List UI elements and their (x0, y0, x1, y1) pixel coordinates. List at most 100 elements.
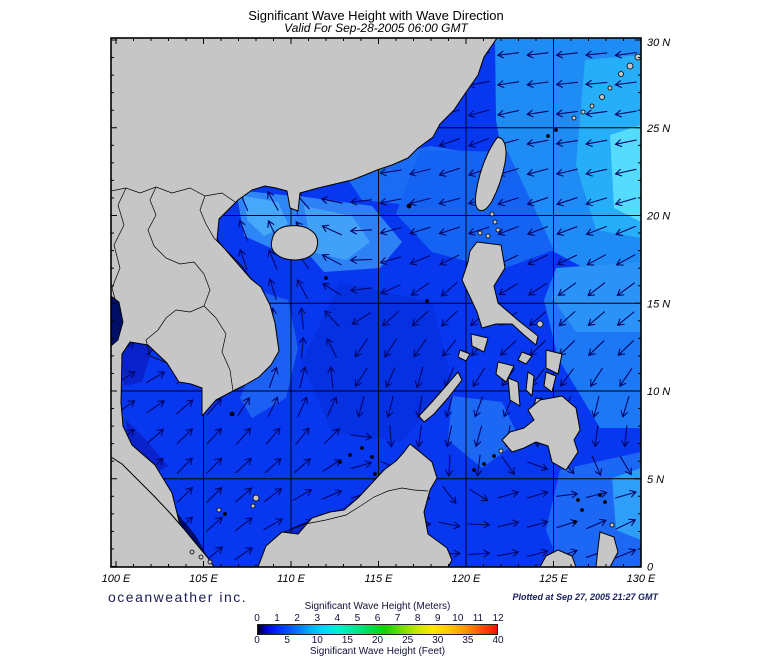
land-negros (507, 377, 521, 407)
land-sumatra (111, 456, 215, 567)
small-islands (189, 53, 641, 565)
wave-arrow (614, 197, 637, 207)
wave-arrow (298, 336, 307, 360)
wave-arrow (237, 397, 250, 417)
wave-arrow (560, 368, 574, 387)
wave-arrow (323, 428, 340, 445)
borneo-malaysia-indonesia-border (283, 487, 429, 533)
laos-vietnam-border (199, 195, 252, 280)
wave-arrow (614, 168, 637, 177)
lon-label: 120 E (452, 573, 481, 585)
wave-arrow (205, 516, 223, 532)
colorbar-meter-tick: 2 (294, 613, 300, 624)
wave-arrow (469, 488, 489, 502)
lon-label: 105 E (189, 573, 218, 585)
latitude-labels: 30 N 25 N 20 N 15 N 10 N 5 N 0 (646, 37, 670, 574)
land-leyte (543, 371, 557, 393)
land-sulawesi-arm (539, 549, 577, 567)
wave-arrow (413, 338, 427, 358)
colorbar-feet-tick: 15 (341, 635, 353, 646)
wave-arrow (621, 425, 630, 448)
wave-arrow (614, 50, 637, 59)
land-borneo (257, 443, 453, 567)
islet (492, 219, 498, 225)
wave-arrow (555, 197, 578, 207)
wave-arrow (496, 80, 520, 89)
islet (425, 299, 429, 303)
wave-arrow (497, 549, 520, 557)
islet (485, 233, 491, 239)
islet (495, 227, 501, 233)
land-mindanao (501, 395, 581, 471)
colorbar-meter-tick: 4 (334, 613, 341, 624)
wave-arrow (586, 254, 607, 266)
wave-arrow (384, 338, 397, 358)
wave-arrow (350, 432, 373, 441)
wave-arrow (467, 226, 490, 236)
wave-arrow (615, 518, 637, 530)
islet (492, 454, 496, 458)
wave-arrow (526, 226, 548, 236)
land-asia-mainland (111, 38, 498, 543)
wave-arrow (206, 398, 222, 416)
colorbar-meter-tick: 6 (374, 613, 381, 624)
wave-arrow (616, 282, 635, 297)
islet (189, 549, 195, 555)
wave-arrow (206, 457, 223, 474)
wave-arrow (235, 457, 252, 474)
lat-label: 5 N (647, 474, 664, 486)
wave-arrow (587, 311, 605, 327)
land-masbate (517, 351, 533, 365)
wave-arrow (445, 454, 454, 478)
islet (489, 211, 495, 217)
wave-arrow (586, 518, 607, 530)
wave-arrow (408, 168, 431, 177)
land-cebu (525, 371, 535, 397)
wave-arrow (526, 489, 549, 499)
wave-arrow (501, 456, 515, 476)
islet (229, 411, 235, 417)
wave-arrow (438, 521, 461, 530)
wave-arrow (526, 50, 549, 59)
islet (324, 276, 328, 280)
wave-arrow (467, 520, 491, 529)
wave-arrow (410, 282, 430, 296)
wave-arrow (442, 339, 457, 357)
wave-arrow (614, 109, 637, 118)
islet (607, 85, 613, 91)
wave-arrow (444, 425, 453, 448)
colorbar-meter-tick: 5 (354, 613, 361, 624)
wave-arrow (585, 225, 607, 236)
land-palawan (418, 371, 463, 423)
colorbar-feet-tick: 35 (462, 635, 474, 646)
wave-arrow (326, 396, 338, 417)
degree-ticks (111, 38, 642, 567)
wave-arrow (349, 226, 373, 235)
wave-arrow (354, 368, 368, 388)
wave-arrow (467, 109, 490, 118)
wave-arrow (438, 138, 460, 148)
wave-arrow (409, 255, 431, 266)
wave-arrow (264, 487, 283, 502)
land-luzon (461, 241, 539, 346)
colorbar-feet-tick: 20 (371, 635, 384, 646)
lon-label: 125 E (539, 573, 568, 585)
wave-arrow (415, 425, 424, 448)
wave-arrow (526, 139, 549, 147)
wave-arrow (206, 427, 223, 445)
wave-arrow (297, 396, 309, 417)
islet (626, 62, 634, 70)
wave-arrow (440, 281, 458, 297)
wave-arrow (297, 307, 306, 330)
wave-arrow (615, 489, 637, 499)
wave-arrow (496, 109, 520, 118)
islet (360, 446, 364, 450)
islet (250, 503, 256, 509)
islet (477, 230, 483, 236)
wave-arrow (526, 519, 549, 528)
islet (223, 512, 227, 516)
wave-arrow (527, 282, 547, 296)
wave-arrow (205, 546, 224, 562)
wave-arrow (176, 428, 194, 445)
zone-thai-gulf-dark-south (126, 420, 168, 474)
